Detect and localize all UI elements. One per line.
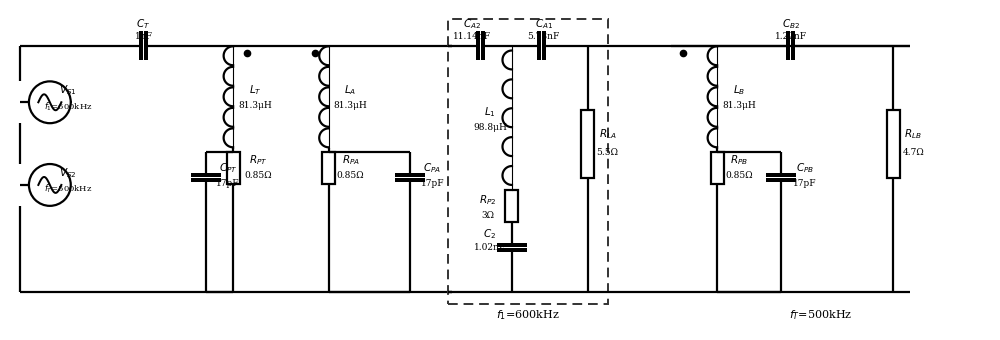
Bar (227, 152, 240, 184)
Text: $R_{P2}$: $R_{P2}$ (479, 193, 497, 207)
Text: 1.22nF: 1.22nF (775, 32, 807, 41)
Text: 0.85Ω: 0.85Ω (337, 171, 364, 181)
Text: $R_{PA}$: $R_{PA}$ (342, 153, 360, 167)
Bar (448, 19, 608, 304)
Text: $L_1$: $L_1$ (484, 105, 496, 119)
Text: $C_{B2}$: $C_{B2}$ (782, 18, 800, 32)
Text: 17pF: 17pF (216, 180, 240, 188)
Text: 98.8μH: 98.8μH (473, 123, 507, 132)
Bar (322, 152, 335, 184)
Text: $C_{PB}$: $C_{PB}$ (796, 161, 814, 175)
Bar (581, 110, 594, 178)
Text: $R_{LA}$: $R_{LA}$ (599, 127, 616, 141)
Text: 0.85Ω: 0.85Ω (244, 171, 272, 181)
Text: 1nF: 1nF (134, 32, 152, 41)
Text: 3Ω: 3Ω (482, 211, 495, 220)
Text: 0.85Ω: 0.85Ω (725, 171, 753, 181)
Text: 81.3μH: 81.3μH (238, 101, 272, 110)
Text: $L_T$: $L_T$ (249, 83, 261, 97)
Text: 5.5Ω: 5.5Ω (597, 148, 619, 157)
Text: $f_T$=500kHz: $f_T$=500kHz (789, 308, 852, 322)
Text: 17pF: 17pF (420, 180, 444, 188)
Text: $C_{A2}$: $C_{A2}$ (463, 18, 481, 32)
Text: $V_{S1}$: $V_{S1}$ (59, 83, 77, 97)
Text: 5.73nF: 5.73nF (528, 32, 560, 41)
Text: $C_{PA}$: $C_{PA}$ (423, 161, 441, 175)
Text: $R_{LB}$: $R_{LB}$ (904, 127, 922, 141)
Text: $f_1$=600kHz: $f_1$=600kHz (496, 308, 560, 322)
Text: $R_{PT}$: $R_{PT}$ (249, 153, 267, 167)
Text: $C_2$: $C_2$ (483, 227, 497, 241)
Text: 11.14nF: 11.14nF (453, 32, 491, 41)
Text: $f_1$=600kHz: $f_1$=600kHz (44, 100, 92, 113)
Text: $L_A$: $L_A$ (344, 83, 357, 97)
Text: $R_{PB}$: $R_{PB}$ (730, 153, 748, 167)
Text: 81.3μH: 81.3μH (722, 101, 756, 110)
Bar (711, 152, 724, 184)
Text: 4.7Ω: 4.7Ω (902, 148, 924, 157)
Text: $C_{PT}$: $C_{PT}$ (219, 161, 237, 175)
Bar (505, 190, 518, 222)
Text: 1.02nF: 1.02nF (474, 243, 506, 252)
Text: $L_B$: $L_B$ (733, 83, 745, 97)
Bar (887, 110, 900, 178)
Text: $V_{S2}$: $V_{S2}$ (59, 166, 77, 180)
Text: 81.3μH: 81.3μH (334, 101, 367, 110)
Text: $f_T$=500kHz: $f_T$=500kHz (44, 183, 92, 195)
Text: $C_T$: $C_T$ (136, 18, 151, 32)
Text: 17pF: 17pF (793, 180, 817, 188)
Text: $C_{A1}$: $C_{A1}$ (535, 18, 553, 32)
